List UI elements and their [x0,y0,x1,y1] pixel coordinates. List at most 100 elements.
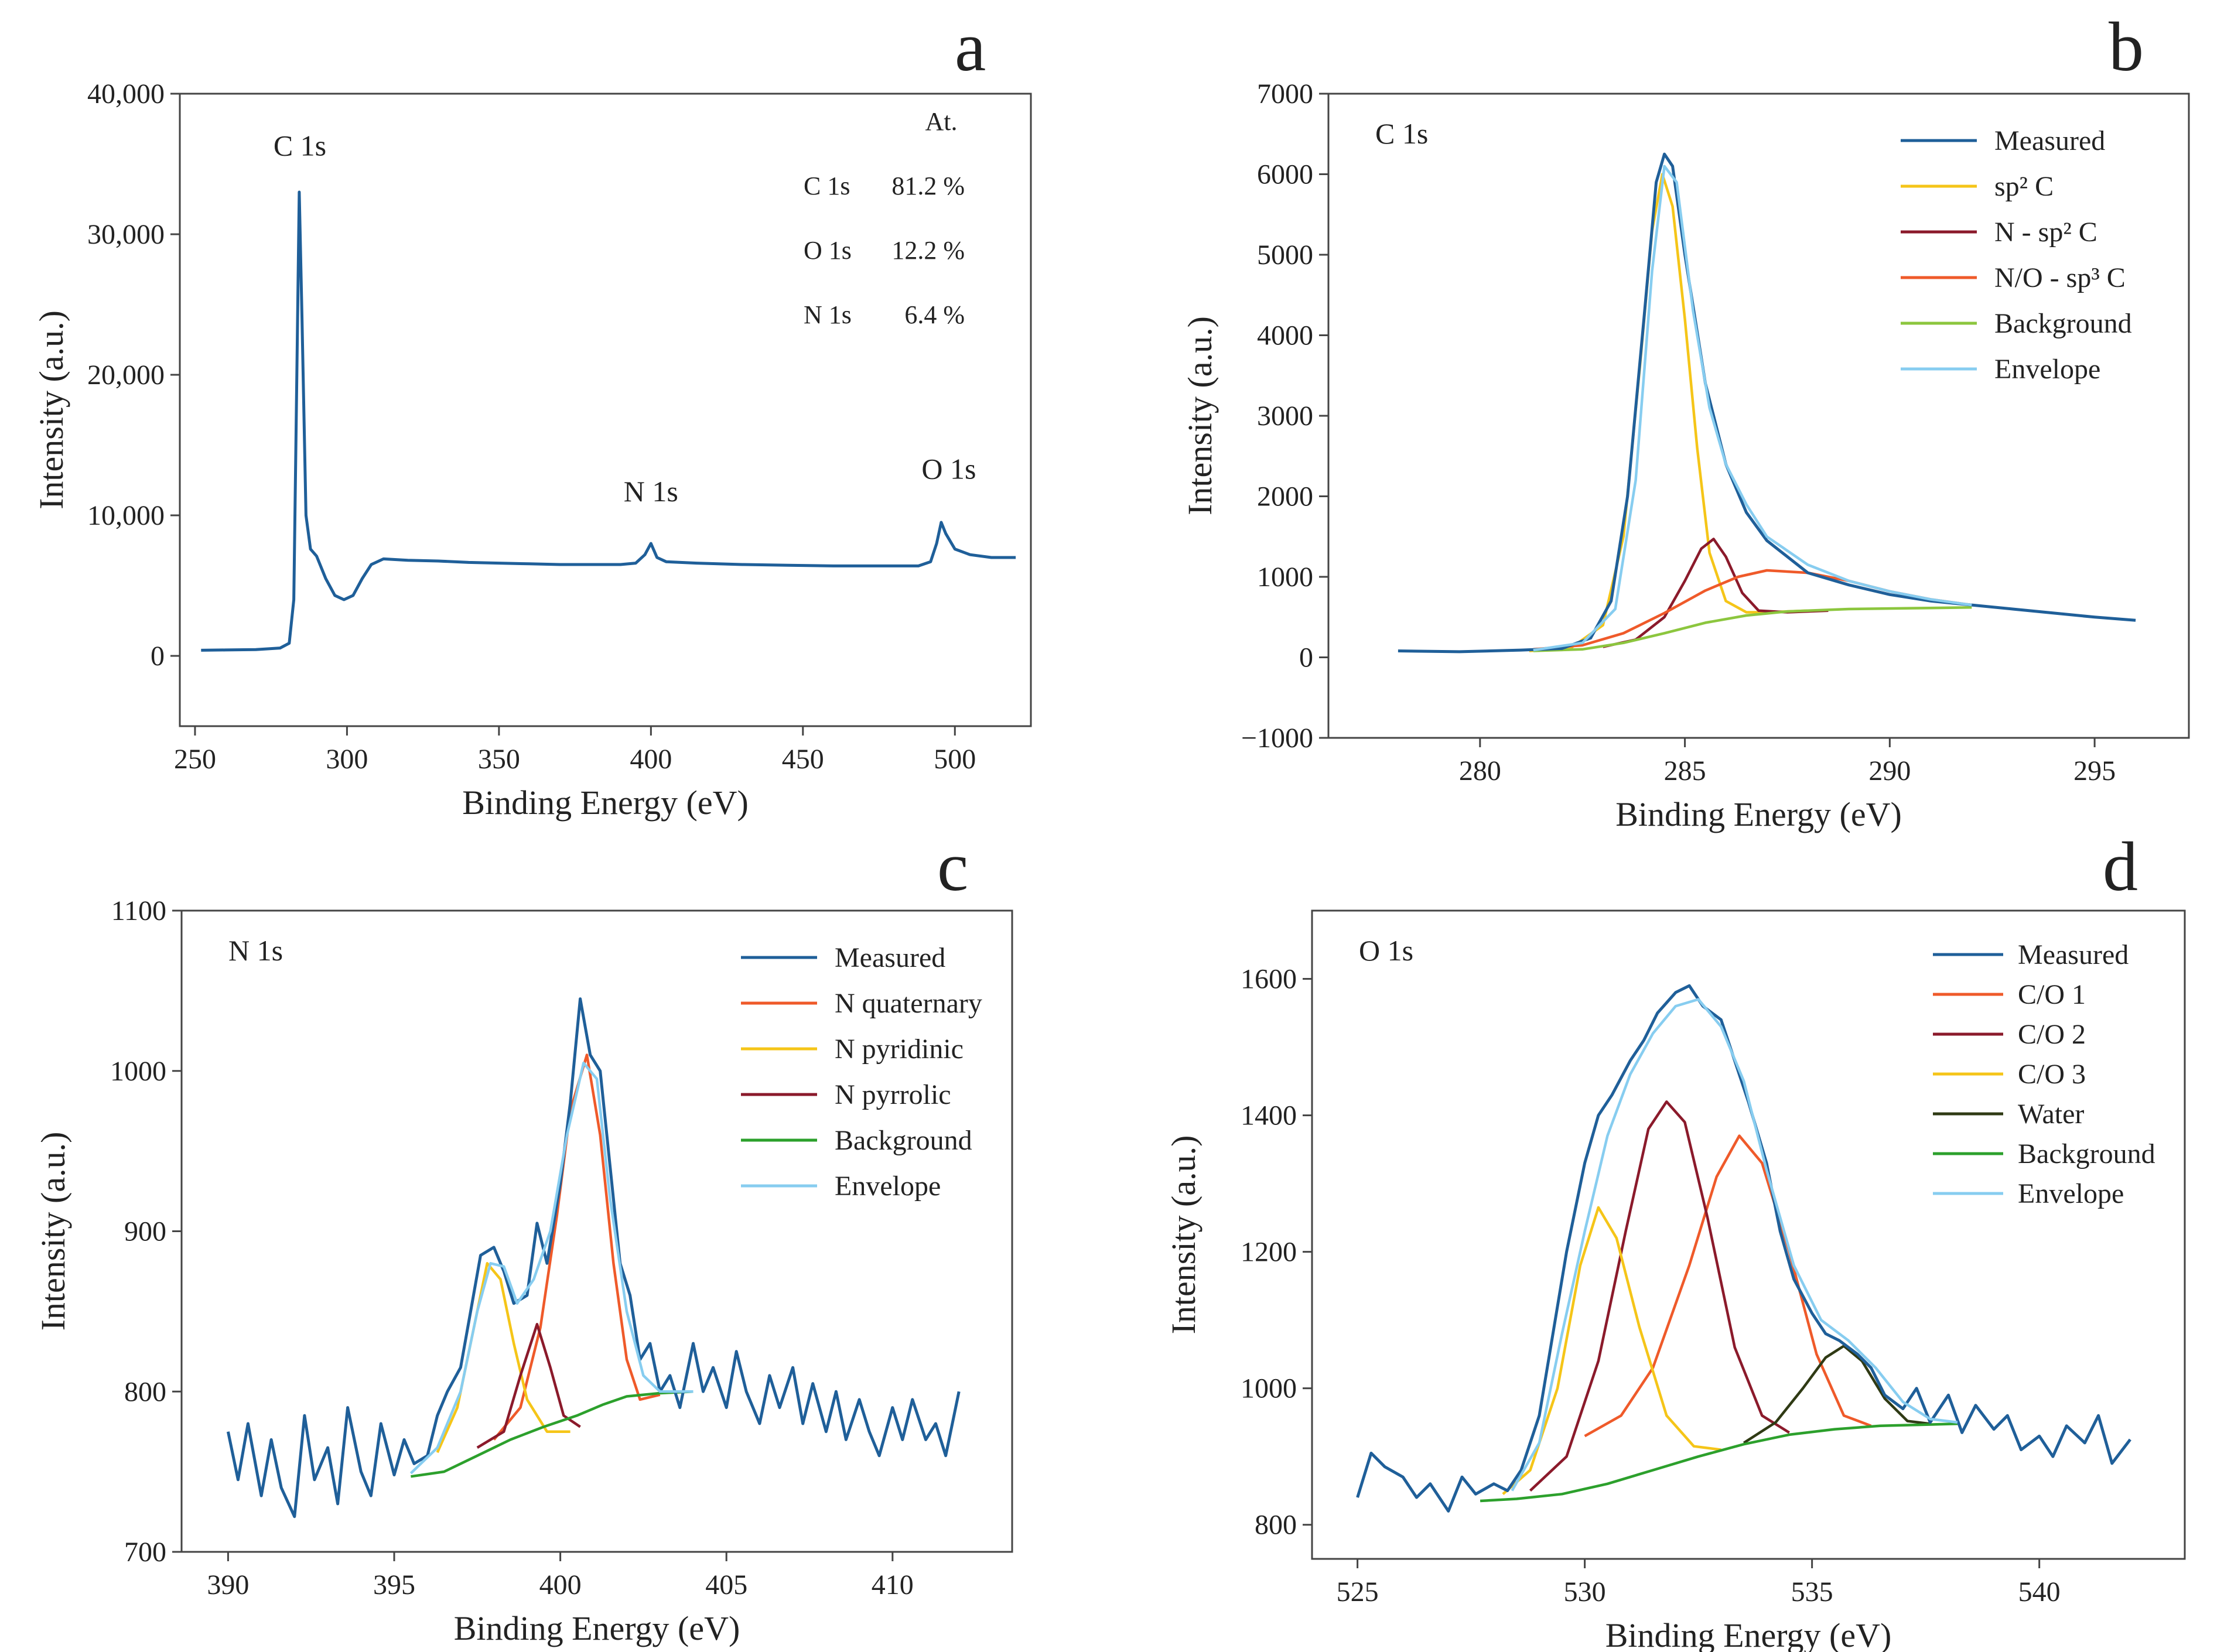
legend-label-b-4: Background [1994,308,2132,339]
y-tick-label-a-20000: 20,000 [87,360,165,391]
series-b-n-o-sp-c [1533,569,1972,651]
panel-title-d: O 1s [1359,934,1413,967]
y-axis-label-c: Intensity (a.u.) [34,1132,72,1331]
composition-value-n-1s: 6.4 % [904,300,965,329]
plot-frame-d [1311,909,2186,1560]
legend-label-d-6: Envelope [2018,1178,2124,1209]
legend-label-d-2: C/O 2 [2018,1019,2086,1050]
series-c-background [411,1390,693,1478]
series-d-c-o-3 [1502,1206,1721,1495]
series-b-envelope [1533,165,1972,652]
y-tick-label-c-800: 800 [124,1376,166,1407]
x-axis-label-b: Binding Energy (eV) [1615,795,1902,833]
plot-frame-a [179,93,1032,727]
y-tick-label-c-700: 700 [124,1537,166,1568]
peak-label-c-1s: C 1s [274,129,326,162]
y-tick-label-b--1000: −1000 [1241,723,1313,754]
x-tick-label-a-500: 500 [934,744,976,775]
series-d-water [1743,1345,1931,1444]
legend-label-b-3: N/O - sp³ C [1994,262,2126,293]
x-tick-label-c-405: 405 [705,1569,747,1600]
panel-d: d 525 530 535 540 800 1000 1200 1400 1600 Binding … [1164,827,2186,1652]
legend-label-b-0: Measured [1994,125,2105,156]
series-d-measured [1356,984,2131,1513]
y-tick-label-b-2000: 2000 [1257,481,1313,512]
composition-value-c-1s: 81.2 % [891,172,965,200]
x-tick-label-b-285: 285 [1664,755,1706,786]
y-tick-label-a-10000: 10,000 [87,500,165,531]
legend-b: Measured sp² C N - sp² C N/O - sp³ C Backgro… [1901,125,2132,385]
legend-label-b-2: N - sp² C [1994,217,2097,248]
legend-d: Measured C/O 1 C/O 2 C/O 3 Water Background En… [1933,939,2155,1209]
series-a-measured [201,190,1016,652]
composition-element-c-1s: C 1s [804,172,850,200]
composition-element-o-1s: O 1s [804,236,852,265]
y-tick-label-a-0: 0 [151,641,165,672]
series-c-measured [226,997,961,1518]
legend-label-c-1: N quaternary [835,988,982,1019]
legend-label-d-4: Water [2018,1099,2084,1130]
series-d-background [1480,1422,1958,1503]
x-tick-label-d-535: 535 [1791,1576,1833,1607]
x-tick-label-b-290: 290 [1868,755,1911,786]
series-b-sp-c [1529,173,1808,652]
composition-header: At. [925,107,958,136]
peak-label-n-1s: N 1s [624,475,678,508]
series-c-n-pyrrolic [476,1323,581,1449]
y-tick-label-d-800: 800 [1255,1510,1297,1541]
plot-frame-b [1327,93,2190,739]
composition-value-o-1s: 12.2 % [891,236,965,265]
legend-label-c-0: Measured [835,942,945,973]
y-tick-label-b-5000: 5000 [1257,240,1313,271]
legend-label-c-5: Envelope [835,1171,941,1202]
legend-label-b-1: sp² C [1994,171,2054,202]
legend-label-c-4: Background [835,1125,972,1156]
y-tick-label-b-6000: 6000 [1257,159,1313,190]
panel-letter-c: c [937,827,968,905]
y-tick-label-b-7000: 7000 [1257,78,1313,110]
x-tick-label-c-395: 395 [373,1569,415,1600]
panel-c: c 390 395 400 405 410 700 800 900 1000 1100 Binding… [34,827,1013,1647]
x-tick-label-d-525: 525 [1337,1576,1379,1607]
panel-a: a 250 300 350 400 450 500 0 10,000 20,000 30,000 40… [32,8,1032,822]
x-tick-label-d-530: 530 [1564,1576,1606,1607]
x-tick-label-b-280: 280 [1459,755,1501,786]
legend-label-c-3: N pyrrolic [835,1079,951,1110]
panel-title-c: N 1s [228,934,283,967]
x-tick-label-a-450: 450 [782,744,824,775]
series-b-background [1533,606,1972,652]
panel-b: b 280 285 290 295 −1000 0 1000 2000 3000 4000 5000 6… [1181,8,2190,833]
y-axis-label-a: Intensity (a.u.) [32,310,70,509]
x-tick-label-c-390: 390 [207,1569,249,1600]
composition-element-n-1s: N 1s [804,300,852,329]
panel-letter-b: b [2109,8,2144,85]
y-tick-label-b-3000: 3000 [1257,401,1313,432]
x-tick-label-a-400: 400 [630,744,672,775]
x-axis-label-c: Binding Energy (eV) [454,1609,740,1647]
y-tick-label-d-1400: 1400 [1241,1100,1297,1131]
y-tick-label-b-0: 0 [1299,642,1313,673]
x-tick-label-a-300: 300 [326,744,368,775]
series-c-n-quaternary [493,1054,661,1441]
series-c-envelope [409,1061,693,1475]
panel-title-b: C 1s [1375,117,1428,150]
y-axis-label-d: Intensity (a.u.) [1164,1135,1202,1335]
y-tick-label-c-900: 900 [124,1216,166,1247]
legend-label-c-2: N pyridinic [835,1034,964,1065]
x-axis-label-d: Binding Energy (eV) [1605,1616,1892,1652]
y-tick-label-a-30000: 30,000 [87,219,165,250]
x-tick-label-a-350: 350 [478,744,520,775]
series-b-n-sp-c [1603,538,1829,648]
y-axis-label-b: Intensity (a.u.) [1181,316,1219,515]
legend-label-b-5: Envelope [1994,354,2100,385]
series-d-envelope [1511,998,1958,1492]
y-tick-label-d-1200: 1200 [1241,1237,1297,1268]
legend-label-d-5: Background [2018,1138,2155,1169]
x-tick-label-b-295: 295 [2073,755,2116,786]
series-d-c-o-2 [1529,1100,1790,1492]
x-tick-label-a-250: 250 [174,744,216,775]
x-tick-label-c-400: 400 [539,1569,582,1600]
y-tick-label-b-4000: 4000 [1257,320,1313,351]
y-tick-label-d-1000: 1000 [1241,1373,1297,1404]
